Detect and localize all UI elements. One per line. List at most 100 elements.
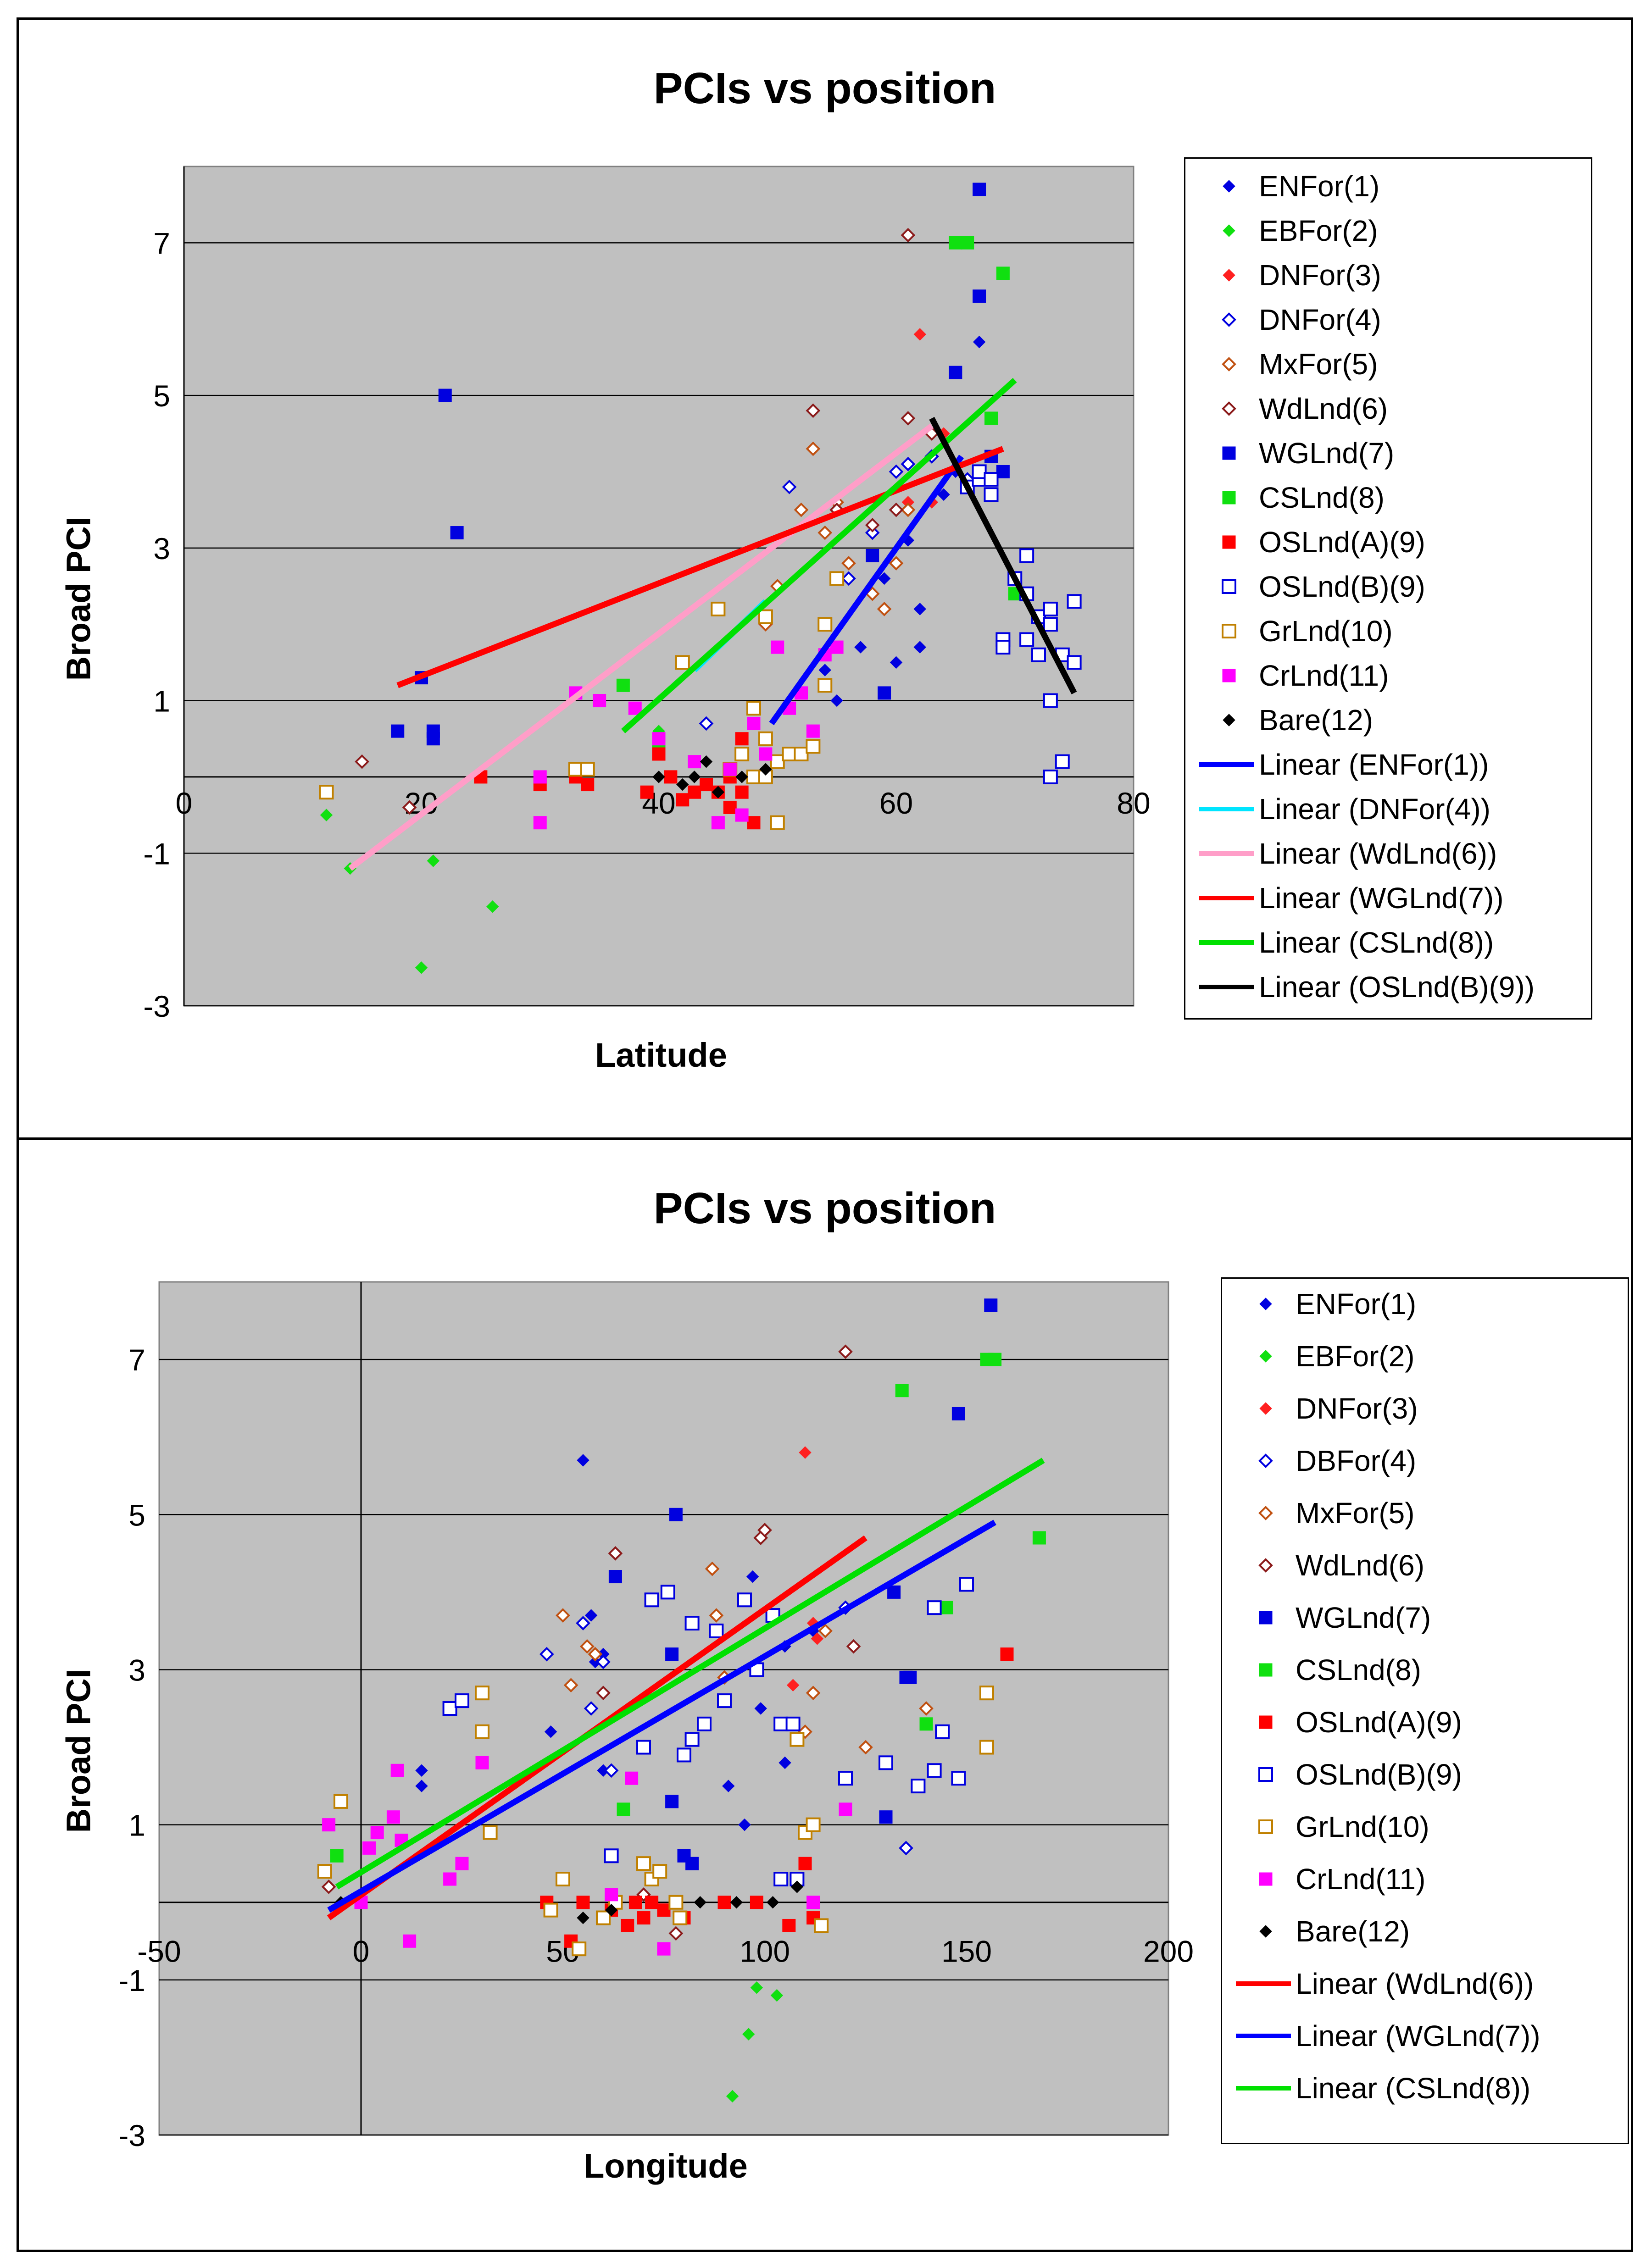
y-tick-label: 7 — [153, 226, 170, 260]
data-point — [747, 816, 761, 830]
data-point — [669, 1508, 683, 1521]
legend-entry: CSLnd(8) — [1222, 1652, 1421, 1688]
data-point — [901, 502, 916, 517]
trendline-linear-wdlnd-6 — [348, 423, 934, 871]
legend-symbol — [1199, 851, 1254, 856]
data-point — [726, 2090, 739, 2103]
data-point — [581, 778, 595, 792]
data-point — [854, 641, 867, 654]
data-point — [426, 724, 440, 738]
legend-symbol — [1258, 1558, 1273, 1573]
legend-marker — [1222, 669, 1236, 682]
data-point — [759, 747, 773, 761]
data-point — [839, 1802, 852, 1816]
legend-label: Linear (WGLnd(7)) — [1259, 882, 1504, 915]
legend-symbol — [1236, 1981, 1291, 1986]
data-point — [995, 640, 1011, 655]
legend-entry: WGLnd(7) — [1185, 435, 1394, 471]
longitude-legend: ENFor(1) EBFor(2) DNFor(3) DBFor(4) MxFor(5)… — [1221, 1277, 1629, 2144]
legend-entry: GrLnd(10) — [1222, 1808, 1429, 1845]
data-point — [911, 1779, 926, 1794]
data-point — [806, 403, 821, 418]
data-point — [798, 1857, 812, 1870]
y-tick-label: 5 — [128, 1498, 145, 1532]
data-point — [901, 411, 916, 426]
data-point — [486, 900, 499, 913]
data-point — [640, 785, 654, 799]
legend-label: ENFor(1) — [1296, 1287, 1417, 1320]
data-point — [899, 1841, 913, 1856]
data-point — [700, 778, 713, 792]
data-point — [334, 1794, 348, 1809]
data-point — [865, 518, 880, 532]
legend-label: GrLnd(10) — [1296, 1810, 1429, 1843]
legend-label: DNFor(4) — [1259, 303, 1381, 336]
legend-symbol — [1199, 985, 1254, 989]
data-point — [750, 1896, 763, 1909]
legend-entry: WGLnd(7) — [1222, 1599, 1431, 1636]
data-point — [604, 1763, 619, 1778]
data-point — [355, 754, 369, 769]
data-point — [951, 1771, 966, 1786]
legend-entry: Linear (DNFor(4)) — [1185, 791, 1490, 827]
legend-label: ENFor(1) — [1259, 170, 1380, 203]
data-point — [579, 1639, 595, 1654]
data-point — [576, 1896, 590, 1909]
data-point — [806, 441, 821, 456]
data-point — [665, 1795, 679, 1808]
data-point — [402, 800, 417, 815]
legend-marker — [1259, 1663, 1273, 1677]
x-tick-label: 80 — [1117, 786, 1150, 820]
data-point — [608, 1570, 622, 1584]
data-point — [817, 525, 833, 540]
data-point — [427, 854, 440, 867]
legend-symbol — [1258, 1819, 1273, 1834]
data-point — [927, 1600, 942, 1615]
legend-label: Linear (WdLnd(6)) — [1296, 1967, 1534, 2000]
data-point — [895, 1384, 909, 1397]
y-tick-label: 7 — [128, 1343, 145, 1377]
legend-entry: CrLnd(11) — [1185, 657, 1389, 694]
data-point — [621, 1919, 634, 1932]
legend-entry: ENFor(1) — [1222, 1286, 1416, 1322]
data-point — [584, 1701, 599, 1716]
data-point — [625, 1771, 639, 1785]
legend-symbol — [1258, 1767, 1273, 1782]
data-point — [830, 640, 844, 654]
legend-entry: DNFor(3) — [1222, 1390, 1418, 1427]
data-point — [455, 1693, 469, 1708]
data-point — [746, 701, 761, 716]
data-point — [475, 1724, 489, 1739]
trendline-linear-wglnd-7 — [396, 446, 1004, 688]
data-point — [901, 227, 916, 243]
data-point — [785, 1716, 801, 1731]
legend-marker — [1259, 1611, 1273, 1625]
data-point — [782, 479, 797, 494]
legend-label: CrLnd(11) — [1296, 1863, 1426, 1896]
data-point — [605, 1903, 618, 1917]
data-point — [637, 1911, 651, 1925]
legend-symbol — [1223, 180, 1235, 193]
legend-marker — [1259, 1350, 1272, 1363]
data-point — [746, 1570, 759, 1583]
data-point — [817, 678, 833, 693]
legend-symbol — [1258, 1453, 1273, 1468]
legend-marker — [1223, 269, 1235, 282]
data-point — [830, 694, 843, 707]
legend-marker — [1222, 312, 1236, 327]
legend-symbol — [1259, 1872, 1273, 1886]
data-point — [1043, 617, 1058, 632]
data-point — [1043, 769, 1058, 784]
x-tick-label: 100 — [740, 1935, 790, 1969]
legend-marker — [1223, 180, 1235, 193]
series-bare-12 — [652, 755, 772, 799]
data-point — [806, 1817, 821, 1832]
legend-label: MxFor(5) — [1296, 1497, 1415, 1530]
data-point — [913, 328, 926, 341]
data-point — [735, 785, 749, 799]
data-point — [675, 655, 690, 670]
legend-marker — [1259, 1872, 1273, 1886]
x-tick-label: 150 — [941, 1935, 992, 1969]
